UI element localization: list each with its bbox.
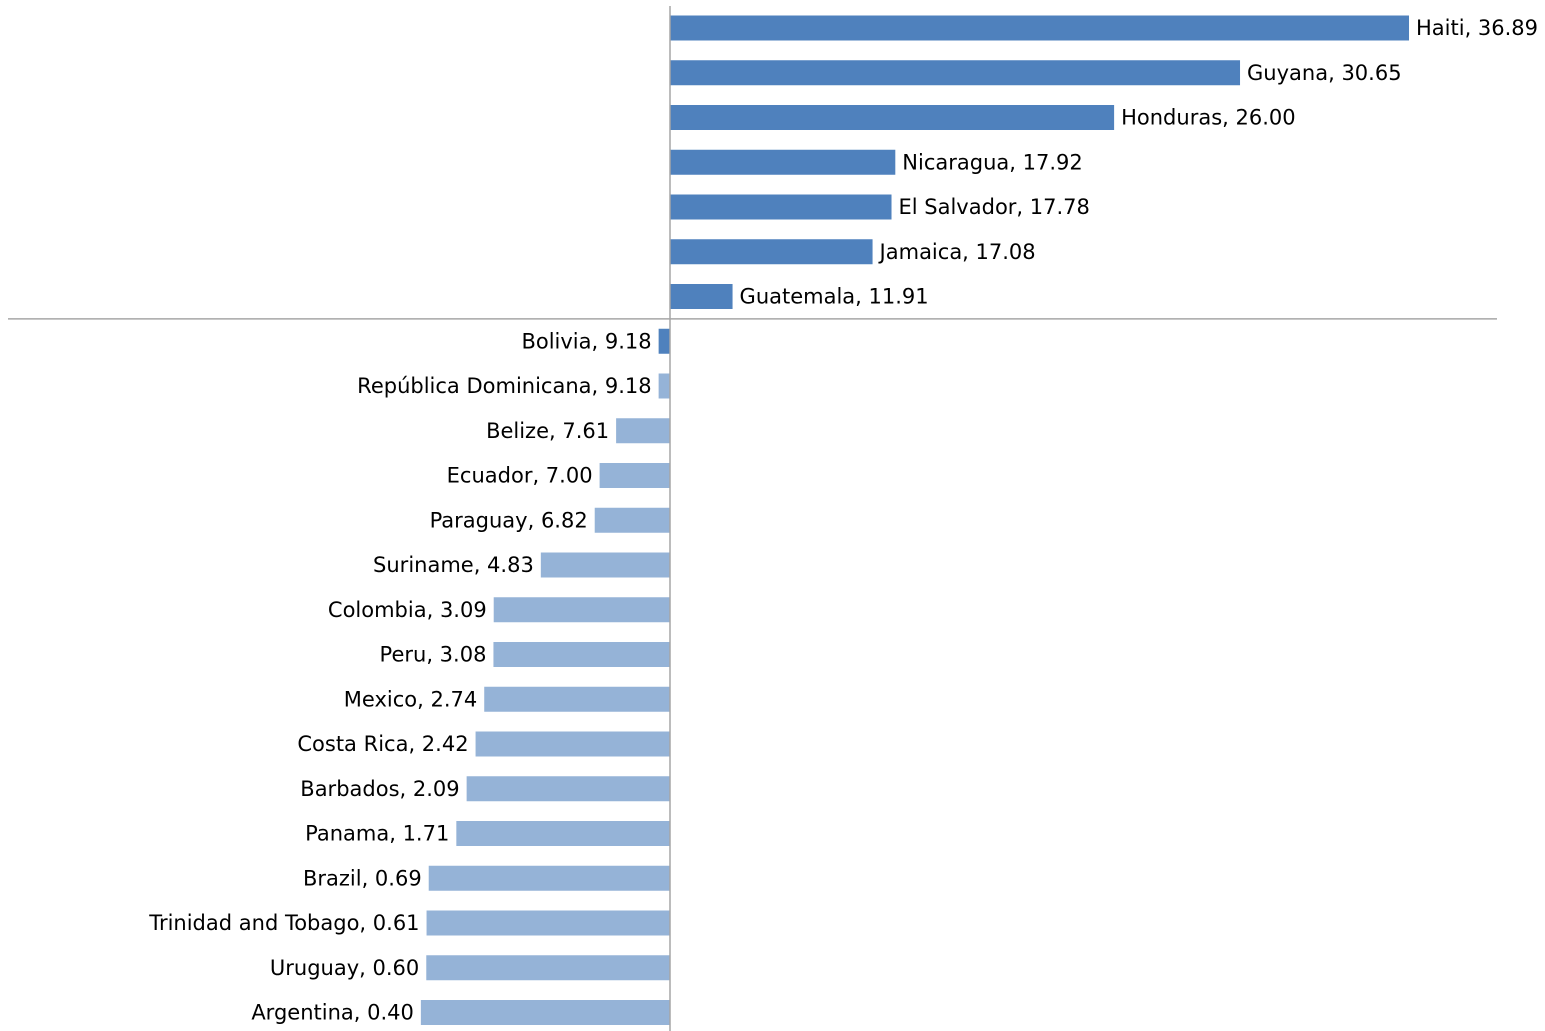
bar-belize [616, 418, 670, 444]
data-label-colombia: Colombia, 3.09 [328, 598, 487, 622]
bar-brazil [428, 865, 670, 891]
labels-group: Haiti, 36.89 Guyana, 30.65 Honduras, 26.00… [148, 16, 1538, 1025]
bar-nicaragua [670, 149, 896, 175]
data-label-paraguay: Paraguay, 6.82 [430, 508, 588, 532]
data-label-guyana: Guyana, 30.65 [1247, 61, 1402, 85]
data-label-nicaragua: Nicaragua, 17.92 [902, 150, 1082, 174]
bar-el-salvador [670, 194, 892, 220]
data-label-haiti: Haiti, 36.89 [1416, 16, 1538, 40]
bar-peru [493, 642, 670, 667]
bar-guatemala [670, 284, 733, 309]
bar-ecuador [599, 463, 670, 488]
bar-argentina [420, 1000, 670, 1025]
bar-jamaica [670, 239, 873, 265]
bar-honduras [670, 105, 1115, 130]
data-label-brazil: Brazil, 0.69 [303, 866, 422, 890]
bar-suriname [540, 552, 670, 578]
data-label-barbados: Barbados, 2.09 [300, 777, 459, 801]
data-label-honduras: Honduras, 26.00 [1121, 106, 1296, 130]
bar-barbados [466, 776, 670, 802]
bar-uruguay [426, 955, 670, 981]
data-label-jamaica: Jamaica, 17.08 [878, 240, 1036, 264]
bar-mexico [484, 686, 670, 712]
data-label-suriname: Suriname, 4.83 [373, 553, 534, 577]
data-label-el-salvador: El Salvador, 17.78 [899, 195, 1090, 219]
bar-bolivia [658, 328, 670, 354]
bar-panama [456, 821, 670, 846]
data-label-costa-rica: Costa Rica, 2.42 [297, 732, 468, 756]
data-label-bolivia: Bolivia, 9.18 [521, 329, 651, 353]
data-label-ecuador: Ecuador, 7.00 [447, 464, 593, 488]
bar-guyana [670, 60, 1241, 86]
data-label-mexico: Mexico, 2.74 [344, 687, 477, 711]
bar-paraguay [594, 507, 670, 533]
bar-trinidad-and-tobago [426, 910, 670, 936]
bar-costa-rica [475, 731, 670, 757]
data-label-panama: Panama, 1.71 [305, 822, 449, 846]
data-label-trinidad-and-tobago: Trinidad and Tobago, 0.61 [148, 911, 419, 935]
data-label-belize: Belize, 7.61 [486, 419, 609, 443]
bar-republica-dominicana [658, 373, 670, 399]
data-label-guatemala: Guatemala, 11.91 [740, 285, 929, 309]
data-label-republica-dominicana: República Dominicana, 9.18 [357, 374, 651, 398]
bar-haiti [670, 15, 1410, 41]
data-label-uruguay: Uruguay, 0.60 [270, 956, 419, 980]
bars-group [420, 15, 1410, 1025]
data-label-peru: Peru, 3.08 [380, 643, 487, 667]
bar-colombia [493, 597, 670, 623]
data-label-argentina: Argentina, 0.40 [251, 1001, 414, 1025]
